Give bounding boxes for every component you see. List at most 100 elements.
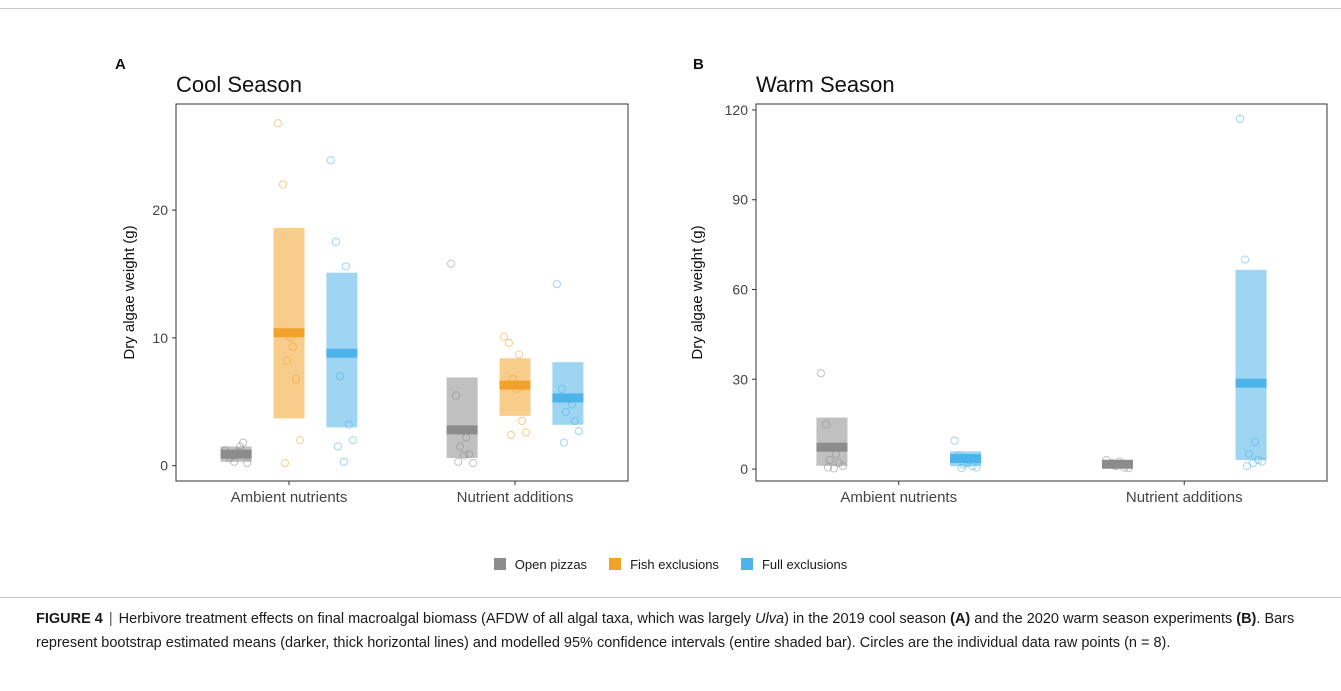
panel-a: A Cool Season 0 10 20 Dry algae weight (g) Amb… [115,56,629,506]
x-tick-label: Ambient nutrients [840,489,957,506]
data-point-open-pizzas [239,438,248,447]
data-point-open-pizzas [1109,459,1118,468]
ci-bar-open-pizzas [446,377,478,458]
data-point-open-pizzas [1120,463,1129,472]
caption-text-2: ) in the 2019 cool season [784,611,951,627]
plot-frame [755,103,1328,482]
data-point-full-exclusions [341,262,350,271]
panel-title: Cool Season [176,72,302,97]
data-point-open-pizzas [452,391,461,400]
data-point-fish-exclusions [282,356,292,365]
mean-line-full-exclusions [552,393,584,403]
y-tick-label: 90 [732,192,748,208]
figure-caption: FIGURE 4 | Herbivore treatment effects on … [36,607,1326,655]
data-point-fish-exclusions [280,459,290,468]
data-point-full-exclusions [1250,438,1260,447]
ci-bar-full-exclusions [1235,269,1267,461]
data-point-open-pizzas [228,451,237,460]
x-tick-label: Nutrient additions [1126,489,1243,506]
data-point-full-exclusions [326,156,335,165]
caption-separator: | [108,611,113,627]
data-point-fish-exclusions [521,428,531,437]
data-point-full-exclusions [331,237,340,247]
y-tick-label: 0 [740,461,748,477]
data-point-open-pizzas [816,369,826,378]
legend-label-open-pizzas: Open pizzas [514,556,588,572]
data-point-fish-exclusions [517,416,527,426]
data-point-full-exclusions [574,427,583,436]
legend-item-fish-exclusions: Fish exclusions [609,557,719,572]
y-tick-label: 10 [152,330,168,346]
data-point-open-pizzas [454,457,463,466]
caption-ref-a: (A) [950,611,971,627]
mean-line-fish-exclusions [273,328,305,338]
mean-line-full-exclusions [950,454,982,464]
data-point-full-exclusions [1235,114,1245,124]
data-point-full-exclusions [344,420,353,429]
plot-frame [175,103,629,482]
y-tick-label: 30 [732,371,748,387]
data-point-open-pizzas [838,461,848,471]
data-point-full-exclusions [963,458,972,468]
mean-line-open-pizzas [816,442,848,452]
figure-label: FIGURE 4 [36,611,103,627]
y-tick-label: 0 [160,458,168,474]
legend-item-full-exclusions: Full exclusions [740,556,848,572]
data-point-fish-exclusions [286,333,296,342]
data-point-full-exclusions [561,407,570,417]
top-rule [0,8,1341,9]
figure-charts: A Cool Season 0 10 20 Dry algae weight (g) Amb… [115,56,1328,506]
data-point-open-pizzas [465,450,474,459]
data-point-fish-exclusions [508,374,518,383]
data-point-open-pizzas [1124,464,1133,473]
caption-text-3: and the 2020 warm season experiments [970,611,1237,627]
mean-line-open-pizzas [220,449,252,459]
legend-label-full-exclusions: Full exclusions [761,556,848,572]
y-axis-label: Dry algae weight (g) [689,225,706,359]
y-tick-label: 20 [152,202,168,218]
data-point-open-pizzas [1115,457,1124,466]
mean-line-full-exclusions [1235,378,1267,388]
panel-label: B [693,56,704,73]
data-point-full-exclusions [333,442,342,451]
data-point-full-exclusions [557,384,566,394]
legend-label-fish-exclusions: Fish exclusions [630,556,719,572]
data-point-open-pizzas [829,464,839,473]
mean-line-open-pizzas [446,425,478,435]
data-point-full-exclusions [552,280,561,289]
legend-swatch-full-exclusions [740,558,753,570]
y-tick-label: 120 [725,102,749,118]
data-point-full-exclusions [559,438,568,447]
data-point-full-exclusions [567,400,576,409]
data-point-open-pizzas [831,449,841,459]
data-point-full-exclusions [950,436,959,445]
data-point-fish-exclusions [514,350,524,359]
y-tick-label: 60 [732,282,748,298]
caption-italic-ulva: Ulva [755,611,785,627]
data-point-open-pizzas [821,420,831,429]
caption-divider [0,597,1341,598]
data-point-open-pizzas [234,447,243,456]
ci-bar-open-pizzas [816,417,848,466]
data-point-full-exclusions [1248,458,1258,468]
data-point-full-exclusions [955,451,964,460]
caption-text-4: . Bars represent bootstrap estimated mea… [36,611,1295,651]
data-point-full-exclusions [335,372,344,381]
caption-text-1: Herbivore treatment effects on final mac… [118,611,756,627]
y-axis-label: Dry algae weight (g) [121,225,138,359]
ci-bar-fish-exclusions [273,227,305,419]
mean-line-fish-exclusions [499,380,531,390]
data-point-open-pizzas [823,463,833,472]
data-point-open-pizzas [243,459,252,468]
panel-b: B Warm Season 0 30 60 90 120 Dry algae weight (… [689,56,1328,506]
data-point-open-pizzas [447,259,456,268]
panel-title: Warm Season [756,72,895,97]
data-point-fish-exclusions [512,384,522,394]
x-tick-label: Ambient nutrients [231,489,348,506]
x-tick-label: Nutrient additions [457,489,574,506]
data-point-fish-exclusions [499,332,509,341]
data-point-full-exclusions [1240,255,1250,264]
data-point-full-exclusions [348,436,357,445]
data-point-open-pizzas [460,451,469,460]
